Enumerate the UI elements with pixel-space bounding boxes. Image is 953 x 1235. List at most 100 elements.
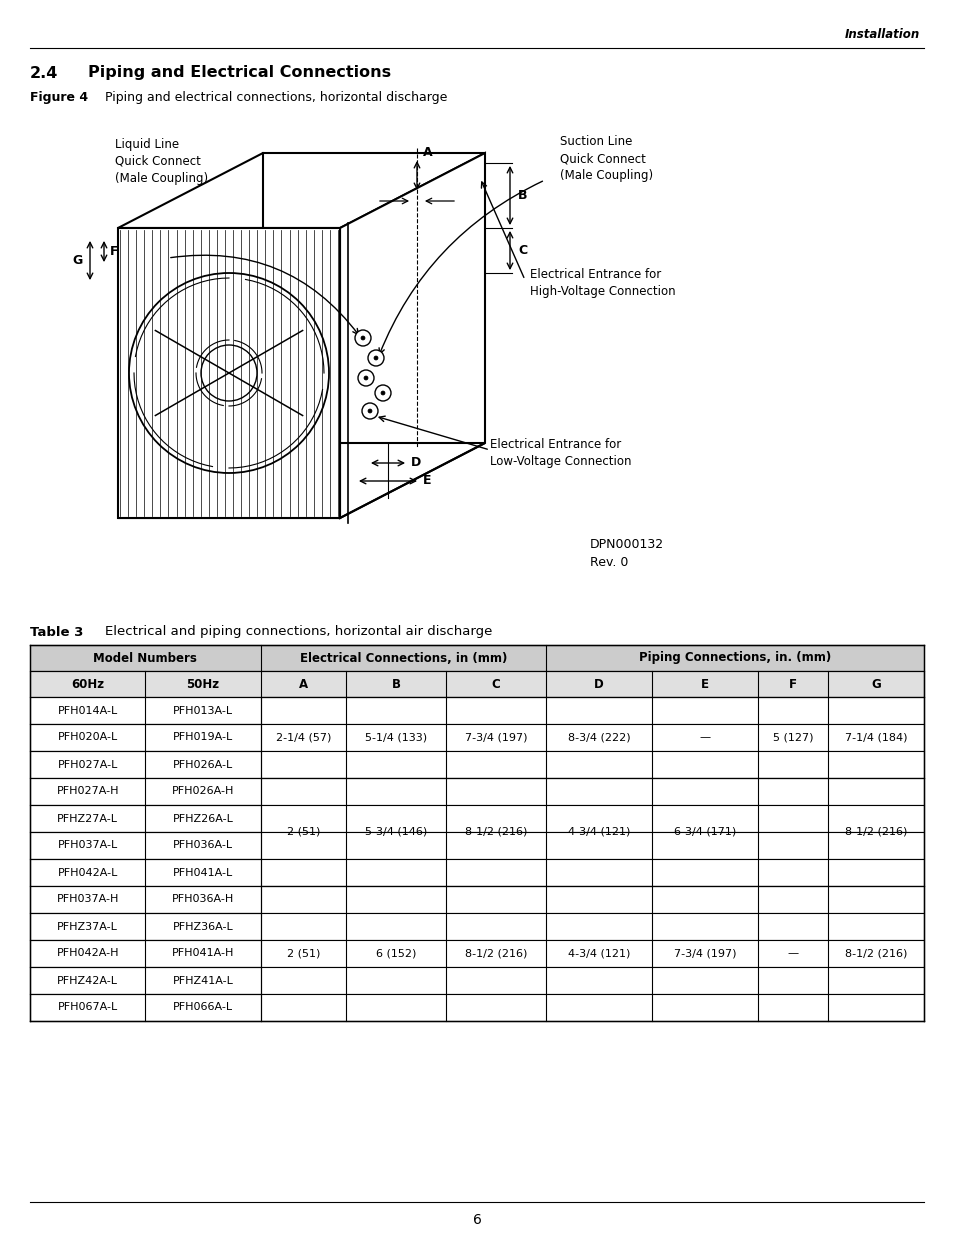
Text: B: B: [392, 678, 400, 690]
Text: PFHZ26A-L: PFHZ26A-L: [172, 814, 233, 824]
Text: DPN000132
Rev. 0: DPN000132 Rev. 0: [589, 538, 663, 569]
Text: Electrical Connections, in (mm): Electrical Connections, in (mm): [299, 652, 506, 664]
Text: 2-1/4 (57): 2-1/4 (57): [275, 732, 331, 742]
Text: PFH020A-L: PFH020A-L: [57, 732, 117, 742]
Text: PFH027A-L: PFH027A-L: [57, 760, 118, 769]
Text: 5-3/4 (146): 5-3/4 (146): [365, 827, 427, 837]
Text: C: C: [491, 678, 500, 690]
Text: D: D: [594, 678, 603, 690]
Text: PFH037A-H: PFH037A-H: [56, 894, 119, 904]
Bar: [30, 724, 923, 751]
Text: Installation: Installation: [843, 28, 919, 42]
Polygon shape: [118, 228, 339, 517]
Text: PFH037A-L: PFH037A-L: [57, 841, 117, 851]
Text: G: G: [870, 678, 880, 690]
Text: PFH026A-H: PFH026A-H: [172, 787, 234, 797]
Text: PFH041A-L: PFH041A-L: [172, 867, 233, 878]
Text: PFH026A-L: PFH026A-L: [172, 760, 233, 769]
Bar: [30, 913, 923, 940]
Text: PFHZ27A-L: PFHZ27A-L: [57, 814, 118, 824]
Circle shape: [357, 370, 374, 387]
Text: 7-1/4 (184): 7-1/4 (184): [844, 732, 906, 742]
Text: Electrical Entrance for
Low-Voltage Connection: Electrical Entrance for Low-Voltage Conn…: [490, 438, 631, 468]
Text: Model Numbers: Model Numbers: [93, 652, 197, 664]
Bar: [30, 967, 923, 994]
Bar: [30, 860, 923, 885]
Bar: [30, 697, 923, 724]
Text: 7-3/4 (197): 7-3/4 (197): [464, 732, 527, 742]
Text: Table 3: Table 3: [30, 625, 83, 638]
Text: —: —: [787, 827, 798, 837]
Text: PFHZ42A-L: PFHZ42A-L: [57, 976, 118, 986]
Text: 5-1/4 (133): 5-1/4 (133): [365, 732, 427, 742]
Text: PFHZ36A-L: PFHZ36A-L: [172, 921, 233, 931]
Text: PFH013A-L: PFH013A-L: [172, 705, 233, 715]
Text: Electrical and piping connections, horizontal air discharge: Electrical and piping connections, horiz…: [105, 625, 492, 638]
Text: 7-3/4 (197): 7-3/4 (197): [673, 948, 736, 958]
Text: 50Hz: 50Hz: [186, 678, 219, 690]
Text: 8-3/4 (222): 8-3/4 (222): [567, 732, 630, 742]
Text: PFHZ37A-L: PFHZ37A-L: [57, 921, 118, 931]
Circle shape: [355, 330, 371, 346]
Text: Piping and Electrical Connections: Piping and Electrical Connections: [88, 65, 391, 80]
Text: PFH036A-H: PFH036A-H: [172, 894, 233, 904]
Text: Suction Line
Quick Connect
(Male Coupling): Suction Line Quick Connect (Male Couplin…: [559, 135, 653, 182]
Text: 4-3/4 (121): 4-3/4 (121): [567, 948, 630, 958]
Bar: [30, 885, 923, 913]
Text: E: E: [422, 474, 431, 488]
Text: C: C: [517, 245, 527, 257]
Circle shape: [374, 356, 377, 359]
Circle shape: [368, 409, 372, 412]
Circle shape: [380, 391, 385, 395]
Text: F: F: [110, 245, 118, 258]
Text: PFH042A-H: PFH042A-H: [56, 948, 119, 958]
Text: G: G: [72, 254, 83, 267]
Text: PFH036A-L: PFH036A-L: [172, 841, 233, 851]
Text: Piping and electrical connections, horizontal discharge: Piping and electrical connections, horiz…: [105, 91, 447, 105]
Text: 2.4: 2.4: [30, 65, 58, 80]
Text: Piping Connections, in. (mm): Piping Connections, in. (mm): [639, 652, 830, 664]
Text: 6-3/4 (171): 6-3/4 (171): [674, 827, 736, 837]
Text: A: A: [422, 147, 432, 159]
Text: 60Hz: 60Hz: [71, 678, 104, 690]
Bar: [30, 671, 923, 697]
Text: 8-1/2 (216): 8-1/2 (216): [464, 948, 527, 958]
Bar: [30, 645, 923, 671]
Text: 6 (152): 6 (152): [375, 948, 416, 958]
Text: 5 (127): 5 (127): [772, 732, 813, 742]
Bar: [30, 751, 923, 778]
Text: E: E: [700, 678, 708, 690]
Text: PFH067A-L: PFH067A-L: [57, 1003, 117, 1013]
Circle shape: [360, 336, 365, 340]
Text: PFH042A-L: PFH042A-L: [57, 867, 118, 878]
Text: 2 (51): 2 (51): [287, 827, 320, 837]
Text: 2 (51): 2 (51): [287, 948, 320, 958]
Text: 8-1/2 (216): 8-1/2 (216): [844, 827, 906, 837]
Text: F: F: [788, 678, 797, 690]
Bar: [30, 832, 923, 860]
Bar: [30, 940, 923, 967]
Text: Figure 4: Figure 4: [30, 91, 88, 105]
Circle shape: [368, 350, 384, 366]
Text: 8-1/2 (216): 8-1/2 (216): [464, 827, 527, 837]
Text: 4-3/4 (121): 4-3/4 (121): [567, 827, 630, 837]
Text: Electrical Entrance for
High-Voltage Connection: Electrical Entrance for High-Voltage Con…: [530, 268, 675, 298]
Text: PFHZ41A-L: PFHZ41A-L: [172, 976, 233, 986]
Text: —: —: [787, 948, 798, 958]
Text: 6: 6: [472, 1213, 481, 1228]
Text: B: B: [517, 189, 527, 203]
Text: PFH027A-H: PFH027A-H: [56, 787, 119, 797]
Text: —: —: [699, 732, 710, 742]
Text: Liquid Line
Quick Connect
(Male Coupling): Liquid Line Quick Connect (Male Coupling…: [115, 138, 208, 185]
Text: D: D: [411, 457, 421, 469]
Text: PFH014A-L: PFH014A-L: [57, 705, 117, 715]
Text: A: A: [298, 678, 308, 690]
Text: PFH019A-L: PFH019A-L: [172, 732, 233, 742]
Circle shape: [361, 403, 377, 419]
Bar: [30, 805, 923, 832]
Circle shape: [364, 375, 368, 380]
Bar: [30, 994, 923, 1021]
Text: PFH066A-L: PFH066A-L: [172, 1003, 233, 1013]
Polygon shape: [339, 153, 484, 517]
Circle shape: [375, 385, 391, 401]
